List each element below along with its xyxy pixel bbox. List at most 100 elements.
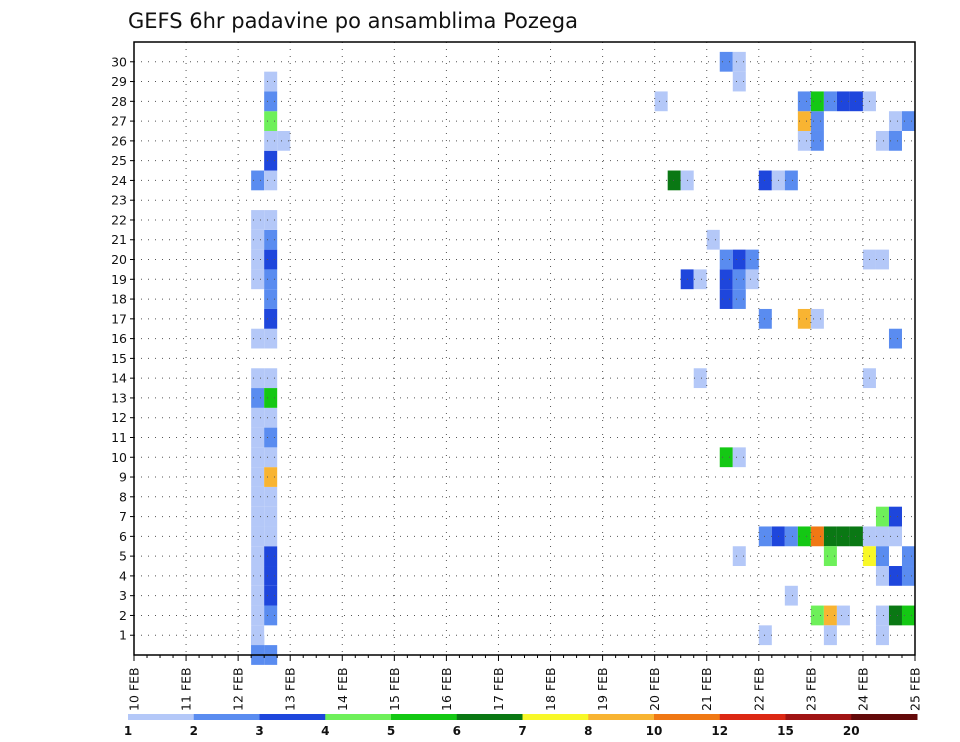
heatmap-cell	[901, 546, 915, 567]
colorbar-label: 20	[843, 724, 860, 738]
y-tick-label: 1	[119, 628, 127, 643]
heatmap-cell	[901, 566, 915, 586]
x-tick-label: 16 FEB	[439, 667, 454, 711]
heatmap-cell	[264, 289, 278, 309]
heatmap-cell	[810, 130, 824, 151]
y-tick-label: 21	[111, 232, 127, 247]
y-tick-label: 20	[111, 252, 127, 267]
heatmap-cell	[693, 269, 707, 290]
colorbar-label: 3	[255, 724, 263, 738]
colorbar-label: 6	[453, 724, 461, 738]
heatmap-cell	[732, 447, 746, 468]
y-tick-label: 27	[111, 114, 127, 129]
heatmap-cell	[251, 526, 265, 547]
heatmap-cell	[823, 91, 837, 112]
heatmap-cell	[810, 91, 824, 112]
heatmap-cell	[797, 526, 811, 547]
heatmap-cell	[758, 308, 772, 329]
heatmap-cell	[264, 249, 278, 270]
y-tick-label: 16	[111, 331, 127, 346]
x-tick-label: 22 FEB	[751, 667, 766, 711]
heatmap-cell	[875, 605, 889, 626]
heatmap-cell	[264, 130, 278, 151]
x-tick-label: 15 FEB	[387, 667, 402, 711]
heatmap-cell	[849, 526, 863, 547]
heatmap-cell	[264, 170, 278, 191]
heatmap-cell	[264, 210, 278, 230]
heatmap-cell	[784, 585, 798, 606]
y-tick-label: 5	[119, 549, 127, 564]
heatmap-cell	[732, 269, 746, 290]
y-axis: 1234567891011121314151617181920212223242…	[111, 54, 134, 643]
heatmap-cells	[251, 51, 915, 665]
y-tick-label: 23	[111, 193, 127, 208]
heatmap-cell	[264, 308, 278, 329]
x-tick-label: 18 FEB	[543, 667, 558, 711]
heatmap-cell	[251, 625, 265, 646]
heatmap-cell	[251, 566, 265, 586]
colorbar-swatch	[851, 714, 918, 720]
heatmap-cell	[264, 506, 278, 527]
heatmap-cell	[823, 605, 837, 626]
x-tick-label: 11 FEB	[179, 667, 194, 711]
colorbar-swatch	[325, 714, 392, 720]
y-tick-label: 10	[111, 450, 127, 465]
x-tick-label: 25 FEB	[908, 667, 923, 711]
y-tick-label: 19	[111, 272, 127, 287]
heatmap-cell	[251, 605, 265, 626]
heatmap-cell	[654, 91, 668, 112]
heatmap-cell	[251, 269, 265, 290]
heatmap-cell	[264, 585, 278, 606]
heatmap-cell	[719, 289, 733, 309]
y-tick-label: 25	[111, 153, 127, 168]
y-tick-label: 9	[119, 470, 127, 485]
heatmap-cell	[264, 447, 278, 468]
y-tick-label: 6	[119, 529, 127, 544]
heatmap-cell	[875, 130, 889, 151]
heatmap-cell	[836, 526, 850, 547]
y-tick-label: 12	[111, 410, 127, 425]
heatmap-cell	[797, 91, 811, 112]
heatmap-cell	[719, 447, 733, 468]
y-tick-label: 8	[119, 489, 127, 504]
heatmap-cell	[810, 526, 824, 547]
heatmap-cell	[849, 91, 863, 112]
y-tick-label: 18	[111, 292, 127, 307]
heatmap-cell	[264, 91, 278, 112]
heatmap-cell	[875, 546, 889, 567]
heatmap-cell	[264, 486, 278, 507]
colorbar-swatch	[785, 714, 852, 720]
heatmap-cell	[758, 170, 772, 191]
heatmap-cell	[264, 328, 278, 349]
heatmap-cell	[667, 170, 681, 191]
colorbar-label: 1	[124, 724, 132, 738]
x-axis: 10 FEB 11 FEB 12 FEB 13 FEB 14 FEB 15 FEB 16 F…	[127, 655, 923, 711]
heatmap-cell	[251, 506, 265, 527]
heatmap-cell	[732, 51, 746, 72]
x-tick-label: 12 FEB	[231, 667, 246, 711]
colorbar-label: 4	[321, 724, 329, 738]
heatmap-cell	[264, 368, 278, 389]
heatmap-cell	[888, 605, 902, 626]
heatmap-cell	[251, 407, 265, 428]
x-tick-label: 20 FEB	[647, 667, 662, 711]
heatmap-cell	[264, 150, 278, 171]
heatmap-cell	[251, 229, 265, 250]
heatmap-cell	[264, 71, 278, 92]
heatmap-cell	[888, 526, 902, 547]
heatmap-cell	[264, 388, 278, 408]
x-tick-label: 23 FEB	[803, 667, 818, 711]
heatmap-cell	[901, 605, 915, 626]
x-tick-label: 24 FEB	[855, 667, 870, 711]
heatmap-cell	[732, 289, 746, 309]
heatmap-cell	[251, 249, 265, 270]
heatmap-cell	[758, 526, 772, 547]
heatmap-cell	[251, 447, 265, 468]
colorbar-label: 8	[584, 724, 592, 738]
colorbar-swatch	[193, 714, 260, 720]
colorbar-label: 10	[646, 724, 663, 738]
heatmap-cell	[758, 625, 772, 646]
y-tick-label: 17	[111, 311, 127, 326]
heatmap-cell	[251, 388, 265, 408]
